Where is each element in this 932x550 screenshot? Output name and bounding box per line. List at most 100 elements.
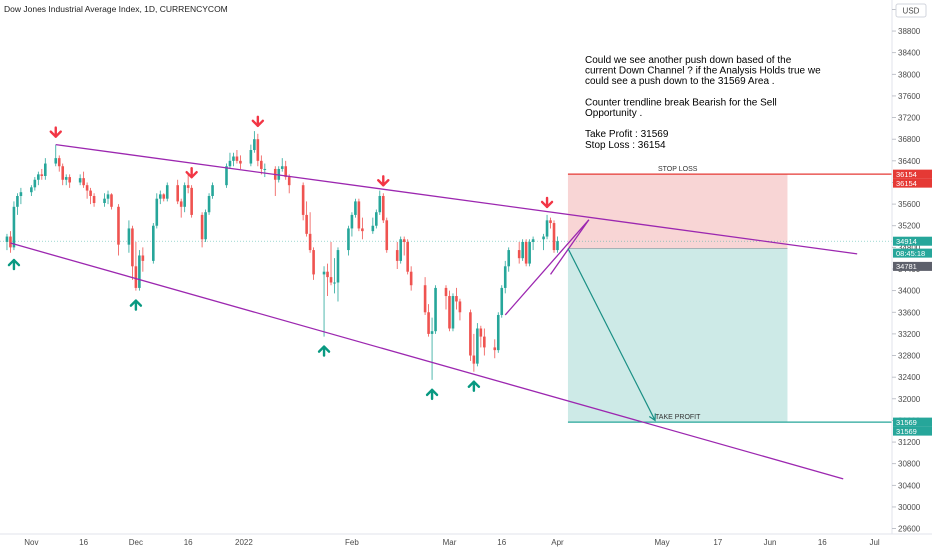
currency-label: USD <box>903 7 920 16</box>
candle-body <box>409 271 413 286</box>
y-tick-label: 30000 <box>898 503 921 512</box>
candle-body <box>381 195 385 221</box>
candle-body <box>200 214 204 240</box>
price-tag-label: 31569 <box>896 427 917 436</box>
y-tick-label: 30400 <box>898 481 921 490</box>
y-tick-label: 32400 <box>898 373 921 382</box>
candle-body <box>556 241 559 251</box>
candle-body <box>524 241 528 264</box>
x-tick-label: 2022 <box>235 538 253 547</box>
y-tick-label: 35200 <box>898 222 921 231</box>
candle-body <box>176 185 180 202</box>
candle-body <box>350 214 354 229</box>
candle-body <box>134 266 138 288</box>
y-tick-label: 37600 <box>898 92 921 101</box>
price-tag <box>893 426 932 436</box>
candle-body <box>82 178 85 186</box>
y-tick-label: 30800 <box>898 460 921 469</box>
candle-body <box>427 312 430 334</box>
candle-body <box>40 174 44 176</box>
candle-body <box>354 201 357 215</box>
trendlines[interactable] <box>10 143 858 480</box>
note-line: Counter trendline break Bearish for the … <box>585 97 777 108</box>
candle-body <box>57 158 61 167</box>
y-tick-label: 33600 <box>898 308 921 317</box>
candle-body <box>239 160 242 164</box>
x-tick-label: 16 <box>184 538 193 547</box>
note-line: Opportunity . <box>585 108 642 119</box>
currency-badge[interactable] <box>895 3 927 18</box>
y-tick-label: 38800 <box>898 27 921 36</box>
candle-body <box>385 220 389 251</box>
candle-body <box>493 347 497 351</box>
x-tick-label: Jun <box>764 538 777 547</box>
candle-body <box>500 287 504 315</box>
candle-body <box>545 220 549 237</box>
candle-body <box>507 250 511 267</box>
y-tick-label: 36800 <box>898 135 921 144</box>
candle-body <box>256 139 260 161</box>
candle-body <box>165 185 169 199</box>
candle-body <box>287 177 291 186</box>
candle-body <box>333 282 336 284</box>
candle-body <box>357 201 361 229</box>
x-tick-label: 16 <box>79 538 88 547</box>
candle-body <box>260 160 263 169</box>
projection-arrow-head <box>648 413 656 422</box>
candle-body <box>479 328 483 337</box>
x-tick-label: Apr <box>551 538 564 547</box>
take-profit-zone <box>567 248 788 423</box>
note-line: could see a push down to the 31569 Area … <box>585 76 775 87</box>
price-tag-label: 31569 <box>896 418 917 427</box>
candle-body <box>85 185 89 191</box>
candle-body <box>117 206 120 245</box>
candle-body <box>503 266 507 288</box>
trendline-4 <box>549 219 590 275</box>
price-axis-panel[interactable] <box>892 0 932 550</box>
price-tag-label: 34781 <box>896 262 917 271</box>
candle-body <box>448 296 451 329</box>
candle-body <box>43 163 47 176</box>
candle-body <box>483 336 486 348</box>
candle-body <box>371 225 375 232</box>
signal-markers <box>7 115 554 401</box>
candle-body <box>5 236 9 242</box>
candle-body <box>458 301 462 313</box>
price-tag <box>893 178 932 188</box>
price-tag-label: 08:45:18 <box>896 249 925 258</box>
candle-body <box>531 239 535 242</box>
time-axis[interactable]: Nov 16 Dec 16 2022 Feb Mar 16 Apr May 17 Jun 16 Jul <box>0 533 932 547</box>
x-tick-label: Jul <box>869 538 879 547</box>
candle-body <box>33 179 37 188</box>
candle-body <box>305 214 308 234</box>
candle-body <box>301 185 305 215</box>
x-tick-label: 17 <box>713 538 722 547</box>
candle-body <box>253 139 256 151</box>
note-line: Take Profit : 31569 <box>585 129 669 140</box>
price-tag <box>893 261 932 271</box>
candle-body <box>552 223 556 251</box>
candle-body <box>469 312 472 356</box>
y-tick-label: 38400 <box>898 49 921 58</box>
candle-body <box>517 250 521 259</box>
x-tick-label: Dec <box>129 538 143 547</box>
note-line: current Down Channel ? if the Analysis H… <box>585 66 821 77</box>
y-tick-label: 38000 <box>898 70 921 79</box>
candle-body <box>235 156 239 161</box>
candle-body <box>228 160 232 167</box>
candle-body <box>326 271 329 278</box>
candle-body <box>30 187 33 193</box>
x-tick-label: Nov <box>24 538 38 547</box>
note-line: Stop Loss : 36154 <box>585 140 666 151</box>
candle-body <box>528 241 531 264</box>
candle-body <box>496 314 500 351</box>
candle-body <box>249 150 253 164</box>
candle-body <box>68 177 71 183</box>
candle-body <box>103 198 106 204</box>
y-tick-label: 35600 <box>898 200 921 209</box>
price-axis[interactable]: 2960030000304003080031200316003200032400… <box>892 5 921 534</box>
chart-title: Dow Jones Industrial Average Index, 1D, … <box>4 4 228 14</box>
price-tag <box>893 248 932 258</box>
